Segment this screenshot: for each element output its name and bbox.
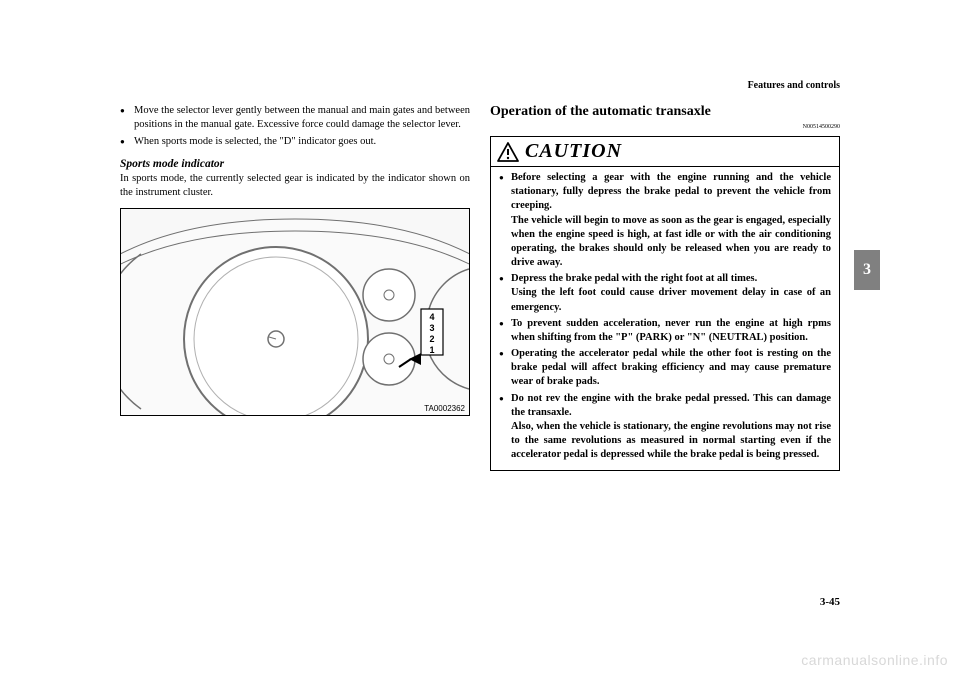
caution-text: Operating the accelerator pedal while th…	[511, 348, 831, 387]
bullet-item: Move the selector lever gently between t…	[134, 104, 470, 132]
caution-box: CAUTION Before selecting a gear with the…	[490, 136, 840, 471]
caution-list: Before selecting a gear with the engine …	[499, 171, 831, 462]
caution-item: Depress the brake pedal with the right f…	[511, 272, 831, 315]
content-columns: Move the selector lever gently between t…	[120, 104, 840, 471]
caution-text: To prevent sudden acceleration, never ru…	[511, 318, 831, 343]
note-bullets: Move the selector lever gently between t…	[120, 104, 470, 150]
bullet-item: When sports mode is selected, the "D" in…	[134, 135, 470, 149]
gear-4: 4	[429, 312, 434, 322]
caution-header: CAUTION	[491, 137, 839, 167]
left-column: Move the selector lever gently between t…	[120, 104, 470, 471]
sports-mode-body: In sports mode, the currently selected g…	[120, 172, 470, 200]
gear-1: 1	[429, 345, 434, 355]
gear-2: 2	[429, 334, 434, 344]
caution-body: Before selecting a gear with the engine …	[491, 167, 839, 470]
right-column: Operation of the automatic transaxle N00…	[490, 104, 840, 471]
caution-text: Before selecting a gear with the engine …	[511, 172, 831, 211]
caution-item: To prevent sudden acceleration, never ru…	[511, 317, 831, 345]
figure-label: TA0002362	[424, 404, 465, 413]
caution-text: Do not rev the engine with the brake ped…	[511, 393, 831, 418]
manual-page: Features and controls Move the selector …	[120, 80, 840, 590]
sports-mode-subheading: Sports mode indicator	[120, 158, 470, 170]
caution-text: Depress the brake pedal with the right f…	[511, 273, 757, 284]
operation-heading: Operation of the automatic transaxle	[490, 104, 840, 120]
caution-item: Before selecting a gear with the engine …	[511, 171, 831, 270]
page-number: 3-45	[820, 596, 840, 608]
section-header: Features and controls	[748, 80, 840, 91]
caution-cont: Using the left foot could cause driver m…	[511, 286, 831, 314]
doc-code: N00514500290	[490, 124, 840, 130]
caution-cont: The vehicle will begin to move as soon a…	[511, 214, 831, 271]
caution-cont: Also, when the vehicle is stationary, th…	[511, 420, 831, 463]
warning-icon	[497, 142, 519, 162]
cluster-illustration: 4 3 2 1	[121, 209, 469, 415]
watermark: carmanualsonline.info	[801, 652, 948, 668]
caution-title: CAUTION	[525, 140, 622, 163]
caution-item: Do not rev the engine with the brake ped…	[511, 392, 831, 463]
instrument-cluster-figure: 4 3 2 1 TA0002362	[120, 208, 470, 416]
chapter-tab: 3	[854, 250, 880, 290]
caution-item: Operating the accelerator pedal while th…	[511, 347, 831, 390]
gear-3: 3	[429, 323, 434, 333]
